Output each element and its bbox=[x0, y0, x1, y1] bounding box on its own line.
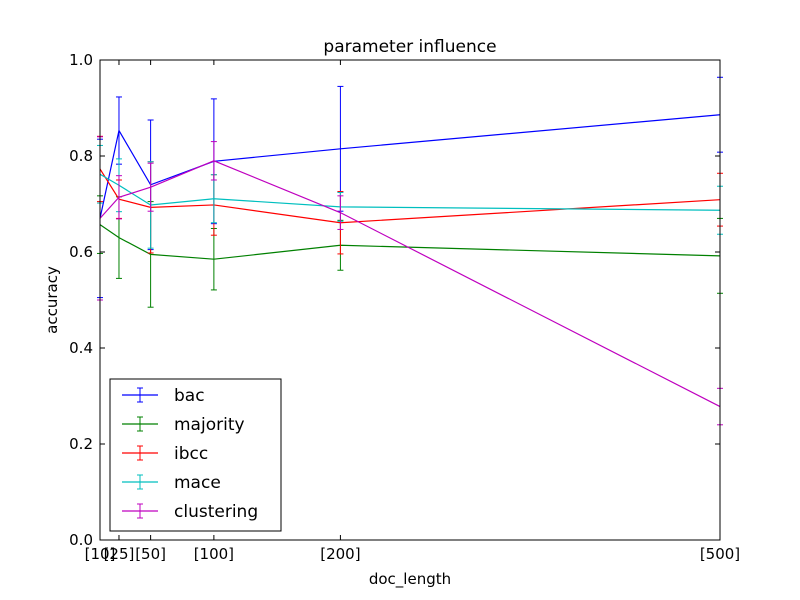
y-tick-label: 0.6 bbox=[69, 243, 93, 261]
x-tick-label: [200] bbox=[320, 545, 360, 563]
series-line bbox=[99, 114, 721, 219]
series-line bbox=[99, 168, 721, 224]
y-axis-label: accuracy bbox=[43, 266, 61, 334]
legend-item-ibcc: ibcc bbox=[122, 444, 208, 464]
plot-frame bbox=[99, 59, 721, 541]
x-tick-label: [10] bbox=[85, 545, 116, 563]
legend-item-bac: bac bbox=[122, 386, 205, 406]
series-line bbox=[99, 224, 721, 260]
legend-label: majority bbox=[174, 415, 245, 435]
y-tick-label: 1.0 bbox=[69, 51, 93, 69]
y-tick-label: 0.0 bbox=[69, 531, 93, 549]
legend-item-clustering: clustering bbox=[122, 502, 258, 522]
series-majority bbox=[97, 195, 723, 308]
x-tick-label: [50] bbox=[135, 545, 166, 563]
series-line bbox=[99, 160, 721, 408]
series-bac bbox=[97, 76, 723, 299]
plot-area bbox=[97, 76, 723, 426]
axis-ticks: [10][25] [50] [100] [200] [500] 0.0 0.2 0.4 0.6 0… bbox=[69, 51, 740, 563]
y-tick-label: 0.8 bbox=[69, 147, 93, 165]
legend-label: mace bbox=[174, 473, 221, 493]
y-tick-label: 0.4 bbox=[69, 339, 93, 357]
legend-item-mace: mace bbox=[122, 473, 221, 493]
x-tick-label: [500] bbox=[700, 545, 740, 563]
legend-label: clustering bbox=[174, 502, 258, 522]
x-tick-label: [25] bbox=[104, 545, 135, 563]
series-mace bbox=[97, 144, 723, 249]
legend: bac majority ibcc mace clustering bbox=[109, 378, 282, 532]
x-axis-label: doc_length bbox=[369, 570, 451, 589]
series-line bbox=[99, 173, 721, 211]
x-tick-label: [100] bbox=[194, 545, 234, 563]
legend-label: ibcc bbox=[174, 444, 208, 464]
legend-box bbox=[109, 378, 282, 532]
chart-title: parameter influence bbox=[323, 37, 496, 57]
legend-item-majority: majority bbox=[122, 415, 245, 435]
y-tick-label: 0.2 bbox=[69, 435, 93, 453]
legend-label: bac bbox=[174, 386, 205, 406]
series-ibcc bbox=[97, 135, 723, 255]
